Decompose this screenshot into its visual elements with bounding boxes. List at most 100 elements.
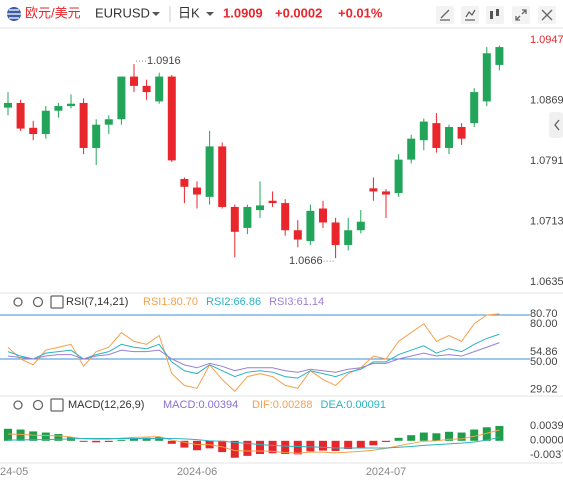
rsi-title: RSI(7,14,21) [66,296,128,308]
candle-body [344,230,353,245]
macd-bar [281,440,290,454]
dropdown-arrow[interactable] [152,12,160,16]
macd-bar [180,440,189,448]
legend-entry: RSI2:66.86 [206,296,261,308]
change-pct: +0.01% [338,5,383,20]
checkbox[interactable] [50,398,64,412]
y-tick-label: 0.00394 [530,420,563,432]
top-bar: 欧元/美元 EURUSD 日K 1.0909 +0.0002 +0.01% [7,5,556,24]
candle-icon [490,9,502,19]
indicator-line [8,436,500,449]
macd-bar [319,440,327,451]
candle-body [495,47,504,65]
x-tick-label: 2024-05 [0,466,28,478]
symbol[interactable]: EURUSD [95,5,150,20]
candle-body [482,53,491,102]
y-tick-label: 1.0791 [530,155,563,167]
macd-bar [256,440,264,454]
period[interactable]: 日K [178,5,200,20]
y-tick-label: 1.0635 [530,276,563,288]
side-arrow [554,119,560,131]
settings-icon[interactable] [32,399,44,411]
y-tick-label: 80.70 [530,308,558,320]
candle-body [180,179,189,187]
candle-body [16,102,25,129]
macd-bar [268,440,277,454]
tool-button[interactable] [486,6,504,24]
candle-body [394,159,403,193]
side-panel-tab[interactable] [549,112,563,138]
candle-body [104,119,113,125]
candle-body [205,146,214,197]
settings-icon[interactable] [32,296,44,308]
candle-body [445,127,453,148]
macd-bar [495,425,504,441]
pair-name[interactable]: 欧元/美元 [25,5,81,20]
annotation: 1.0916 [147,55,181,67]
flag-stripes [7,9,21,19]
candle-body [193,187,201,195]
candle-body [67,103,75,107]
macd-bar [369,440,378,446]
macd-bar [482,427,491,441]
macd-bar [16,429,25,441]
macd-bar [394,437,403,441]
tool-button[interactable] [461,6,479,24]
candle-body [167,76,176,161]
y-tick-label: -0.00377 [530,449,563,461]
eye-icon[interactable] [13,297,23,307]
candle-body [130,76,138,86]
close-icon [541,9,553,21]
indicator-line [7,313,500,392]
macd-bar [432,433,441,441]
candle-body [117,76,126,120]
macd-bar [382,440,390,442]
draw-line-icon [440,9,450,21]
y-tick-label: 80.00 [530,318,558,330]
candle-body [155,76,164,102]
macd-label: MACD:0.00394 [163,399,238,411]
macd-bar [117,439,126,441]
annotation: 1.0666 [289,255,323,267]
candle-body [54,106,63,111]
indicator-line [7,342,500,373]
draw-trend-icon [465,9,476,21]
candle-body [319,208,327,223]
candle-body [331,222,340,245]
expand-icon [515,9,527,21]
y-tick-label: 54.86 [530,346,558,358]
legend-entry: RSI1:80.70 [143,296,198,308]
candle-body [432,123,441,148]
indicator-line [7,429,500,454]
macd-bar [230,440,239,458]
candle-body [419,121,428,141]
macd-bar [470,429,479,441]
tool-button[interactable] [512,6,530,24]
x-tick-label: 2024-07 [366,466,406,478]
y-tick-label: 50.00 [530,356,558,368]
x-tick-label: 2024-06 [177,466,217,478]
macd-bar [419,432,428,441]
tool-button[interactable] [436,6,454,24]
macd-bar [331,440,340,451]
macd-bar [142,437,151,441]
macd-bar [4,428,12,441]
macd-bar [344,440,353,450]
candle-body [470,92,479,124]
toolbar [436,6,556,24]
macd-header: MACD(12,26,9) MACD:0.00394 [13,398,238,412]
macd-bar [445,431,453,441]
candle-body [293,230,302,240]
candle-body [230,206,239,232]
eye-icon[interactable] [13,400,23,410]
macd-bar [130,438,138,441]
price: 1.0909 [223,5,263,20]
legend-entry: DEA:0.00091 [321,399,386,411]
dropdown-arrow[interactable] [206,12,214,16]
macd-bar [243,440,252,456]
y-tick-label: 1.0869 [530,95,563,107]
checkbox[interactable] [50,295,64,309]
y-tick-label: 0.00008 [530,434,563,446]
y-tick-label: 29.02 [530,384,558,396]
macd-bar [356,440,365,448]
